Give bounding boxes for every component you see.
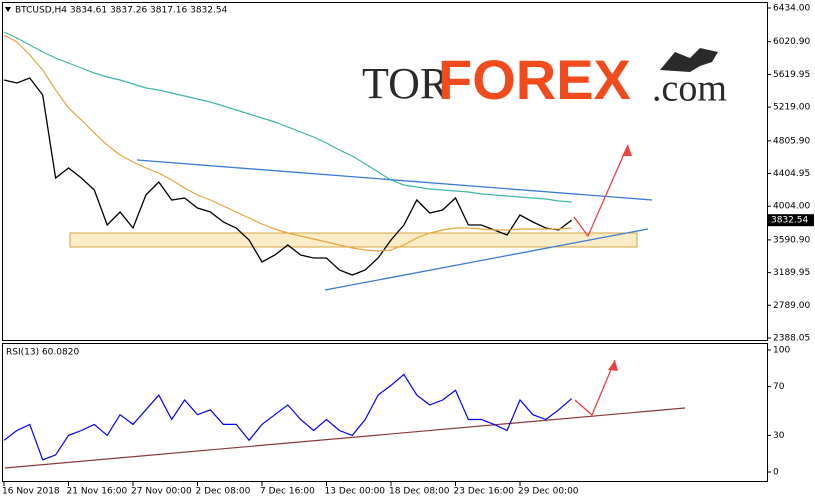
y-tick-label: 4805.90	[773, 136, 810, 146]
arrow-head	[622, 145, 632, 156]
rsi-line	[3, 373, 572, 461]
y-tick-label: 0	[773, 468, 779, 478]
trend-line	[136, 159, 653, 201]
y-tick-label: 3189.95	[773, 268, 810, 278]
x-tick-label: 27 Nov 00:00	[131, 487, 192, 497]
x-tick-label: 18 Dec 08:00	[389, 487, 450, 497]
y-tick-label: 70	[773, 382, 785, 392]
y-tick-label: 5219.00	[773, 103, 810, 113]
rsi-trend-line	[4, 407, 686, 469]
price-label: 3832.54	[771, 216, 808, 226]
y-tick-label: 4404.95	[773, 169, 810, 179]
y-tick-label: 3590.90	[773, 235, 810, 245]
x-tick-label: 23 Dec 16:00	[454, 487, 515, 497]
menu-arrow	[5, 7, 11, 12]
y-tick-label: 2388.05	[773, 334, 810, 344]
trend-line	[324, 228, 649, 291]
x-tick-label: 13 Dec 00:00	[325, 487, 386, 497]
main-panel	[2, 2, 768, 341]
moving-average	[3, 31, 572, 203]
arrow-head	[608, 360, 618, 371]
forecast-arrow	[573, 144, 629, 238]
forecast-arrow	[574, 359, 616, 417]
support-zone	[69, 232, 638, 248]
x-tick-label: 2 Dec 08:00	[196, 487, 251, 497]
watermark-tor: TOR	[362, 59, 450, 108]
x-tick-label: 16 Nov 2018	[2, 487, 60, 497]
price-label-box	[768, 214, 814, 227]
x-tick-label: 29 Dec 00:00	[518, 487, 579, 497]
chart-title: BTCUSD,H4 3834.61 3837.26 3817.16 3832.5…	[15, 6, 228, 16]
watermark-com: .com	[652, 68, 727, 110]
y-tick-label: 6020.90	[773, 37, 810, 47]
x-tick-label: 21 Nov 16:00	[67, 487, 128, 497]
moving-average	[3, 34, 572, 252]
bull-logo	[660, 48, 718, 72]
y-tick-label: 30	[773, 431, 785, 441]
y-tick-label: 4004.00	[773, 202, 810, 212]
rsi-panel	[2, 343, 768, 482]
rsi-title: RSI(13) 60.0820	[6, 348, 79, 358]
y-tick-label: 6434.00	[773, 4, 810, 14]
y-tick-label: 100	[773, 346, 790, 356]
y-tick-label: 2789.00	[773, 301, 810, 311]
price-line	[3, 77, 572, 276]
y-tick-label: 5619.95	[773, 70, 810, 80]
x-tick-label: 7 Dec 16:00	[260, 487, 315, 497]
watermark-forex: FOREX	[438, 48, 631, 111]
